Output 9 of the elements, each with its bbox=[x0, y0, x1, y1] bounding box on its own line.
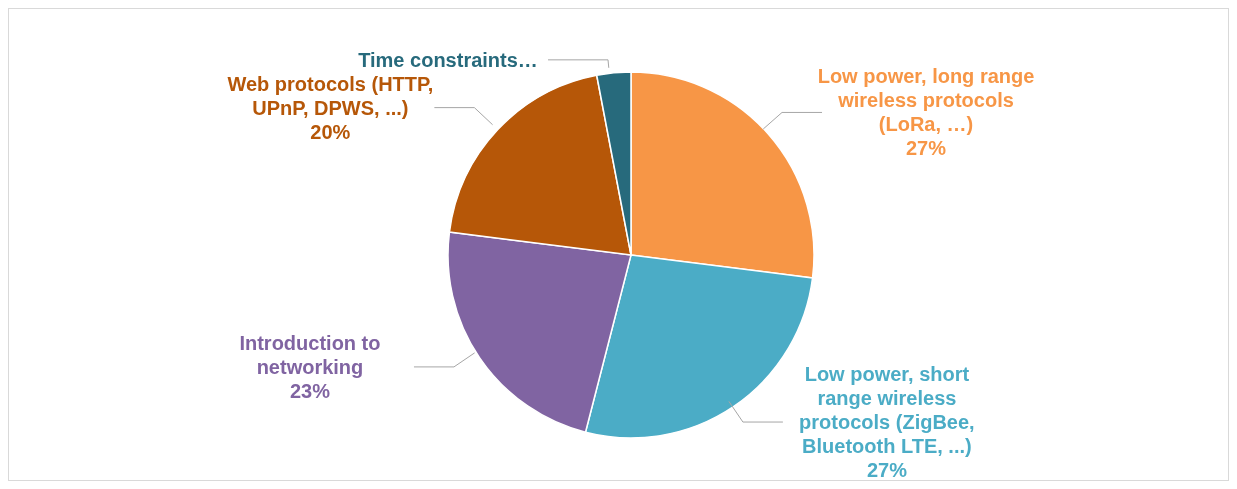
data-label: 27% bbox=[866, 459, 908, 482]
data-label: 23% bbox=[289, 379, 331, 402]
slice-label: Low power, short range wireless protocols (ZigBee, Bluetooth LTE, ...) bbox=[799, 363, 975, 458]
slice-label: Web protocols (HTTP, UPnP, DPWS, ...) bbox=[227, 72, 434, 119]
data-label: 27% bbox=[906, 137, 947, 160]
data-label: 20% bbox=[310, 120, 351, 143]
slice-label: Time constraints… bbox=[358, 48, 538, 71]
slice-label: Low power, long range wireless protocols (LoRa, …) bbox=[817, 65, 1035, 136]
slice-label: Introduction to networking bbox=[239, 331, 381, 378]
